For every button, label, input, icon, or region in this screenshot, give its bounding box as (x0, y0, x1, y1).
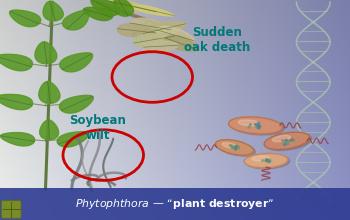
Ellipse shape (216, 140, 253, 155)
Polygon shape (57, 132, 89, 147)
Text: Soybean
wilt: Soybean wilt (70, 114, 126, 142)
Ellipse shape (222, 143, 237, 148)
Polygon shape (1, 133, 35, 146)
Ellipse shape (238, 120, 260, 126)
Ellipse shape (264, 132, 310, 149)
FancyBboxPatch shape (1, 201, 21, 218)
Polygon shape (143, 22, 186, 37)
Polygon shape (130, 18, 171, 33)
Polygon shape (39, 81, 60, 103)
Ellipse shape (229, 117, 282, 134)
Polygon shape (60, 95, 93, 113)
Polygon shape (110, 0, 156, 12)
Polygon shape (0, 94, 33, 110)
Polygon shape (118, 24, 155, 37)
Polygon shape (63, 10, 89, 30)
Ellipse shape (230, 118, 284, 135)
Text: $\it{Phytophthora}$ — “plant destroyer”: $\it{Phytophthora}$ — “plant destroyer” (75, 197, 275, 211)
Polygon shape (144, 40, 178, 52)
Polygon shape (84, 7, 113, 21)
Polygon shape (40, 120, 58, 140)
Polygon shape (155, 26, 194, 42)
Polygon shape (9, 10, 41, 27)
Ellipse shape (246, 154, 289, 169)
Polygon shape (35, 42, 57, 64)
Ellipse shape (244, 153, 288, 168)
Polygon shape (60, 53, 93, 72)
Polygon shape (43, 1, 63, 21)
Bar (0, 188, 350, 220)
Ellipse shape (266, 133, 312, 150)
Polygon shape (134, 5, 174, 16)
Polygon shape (114, 0, 133, 16)
Polygon shape (0, 54, 33, 71)
Polygon shape (133, 33, 174, 47)
Ellipse shape (217, 141, 255, 156)
Ellipse shape (272, 135, 290, 142)
Polygon shape (91, 0, 120, 16)
Polygon shape (164, 35, 199, 51)
Ellipse shape (252, 156, 270, 161)
Text: Sudden
oak death: Sudden oak death (184, 26, 250, 54)
